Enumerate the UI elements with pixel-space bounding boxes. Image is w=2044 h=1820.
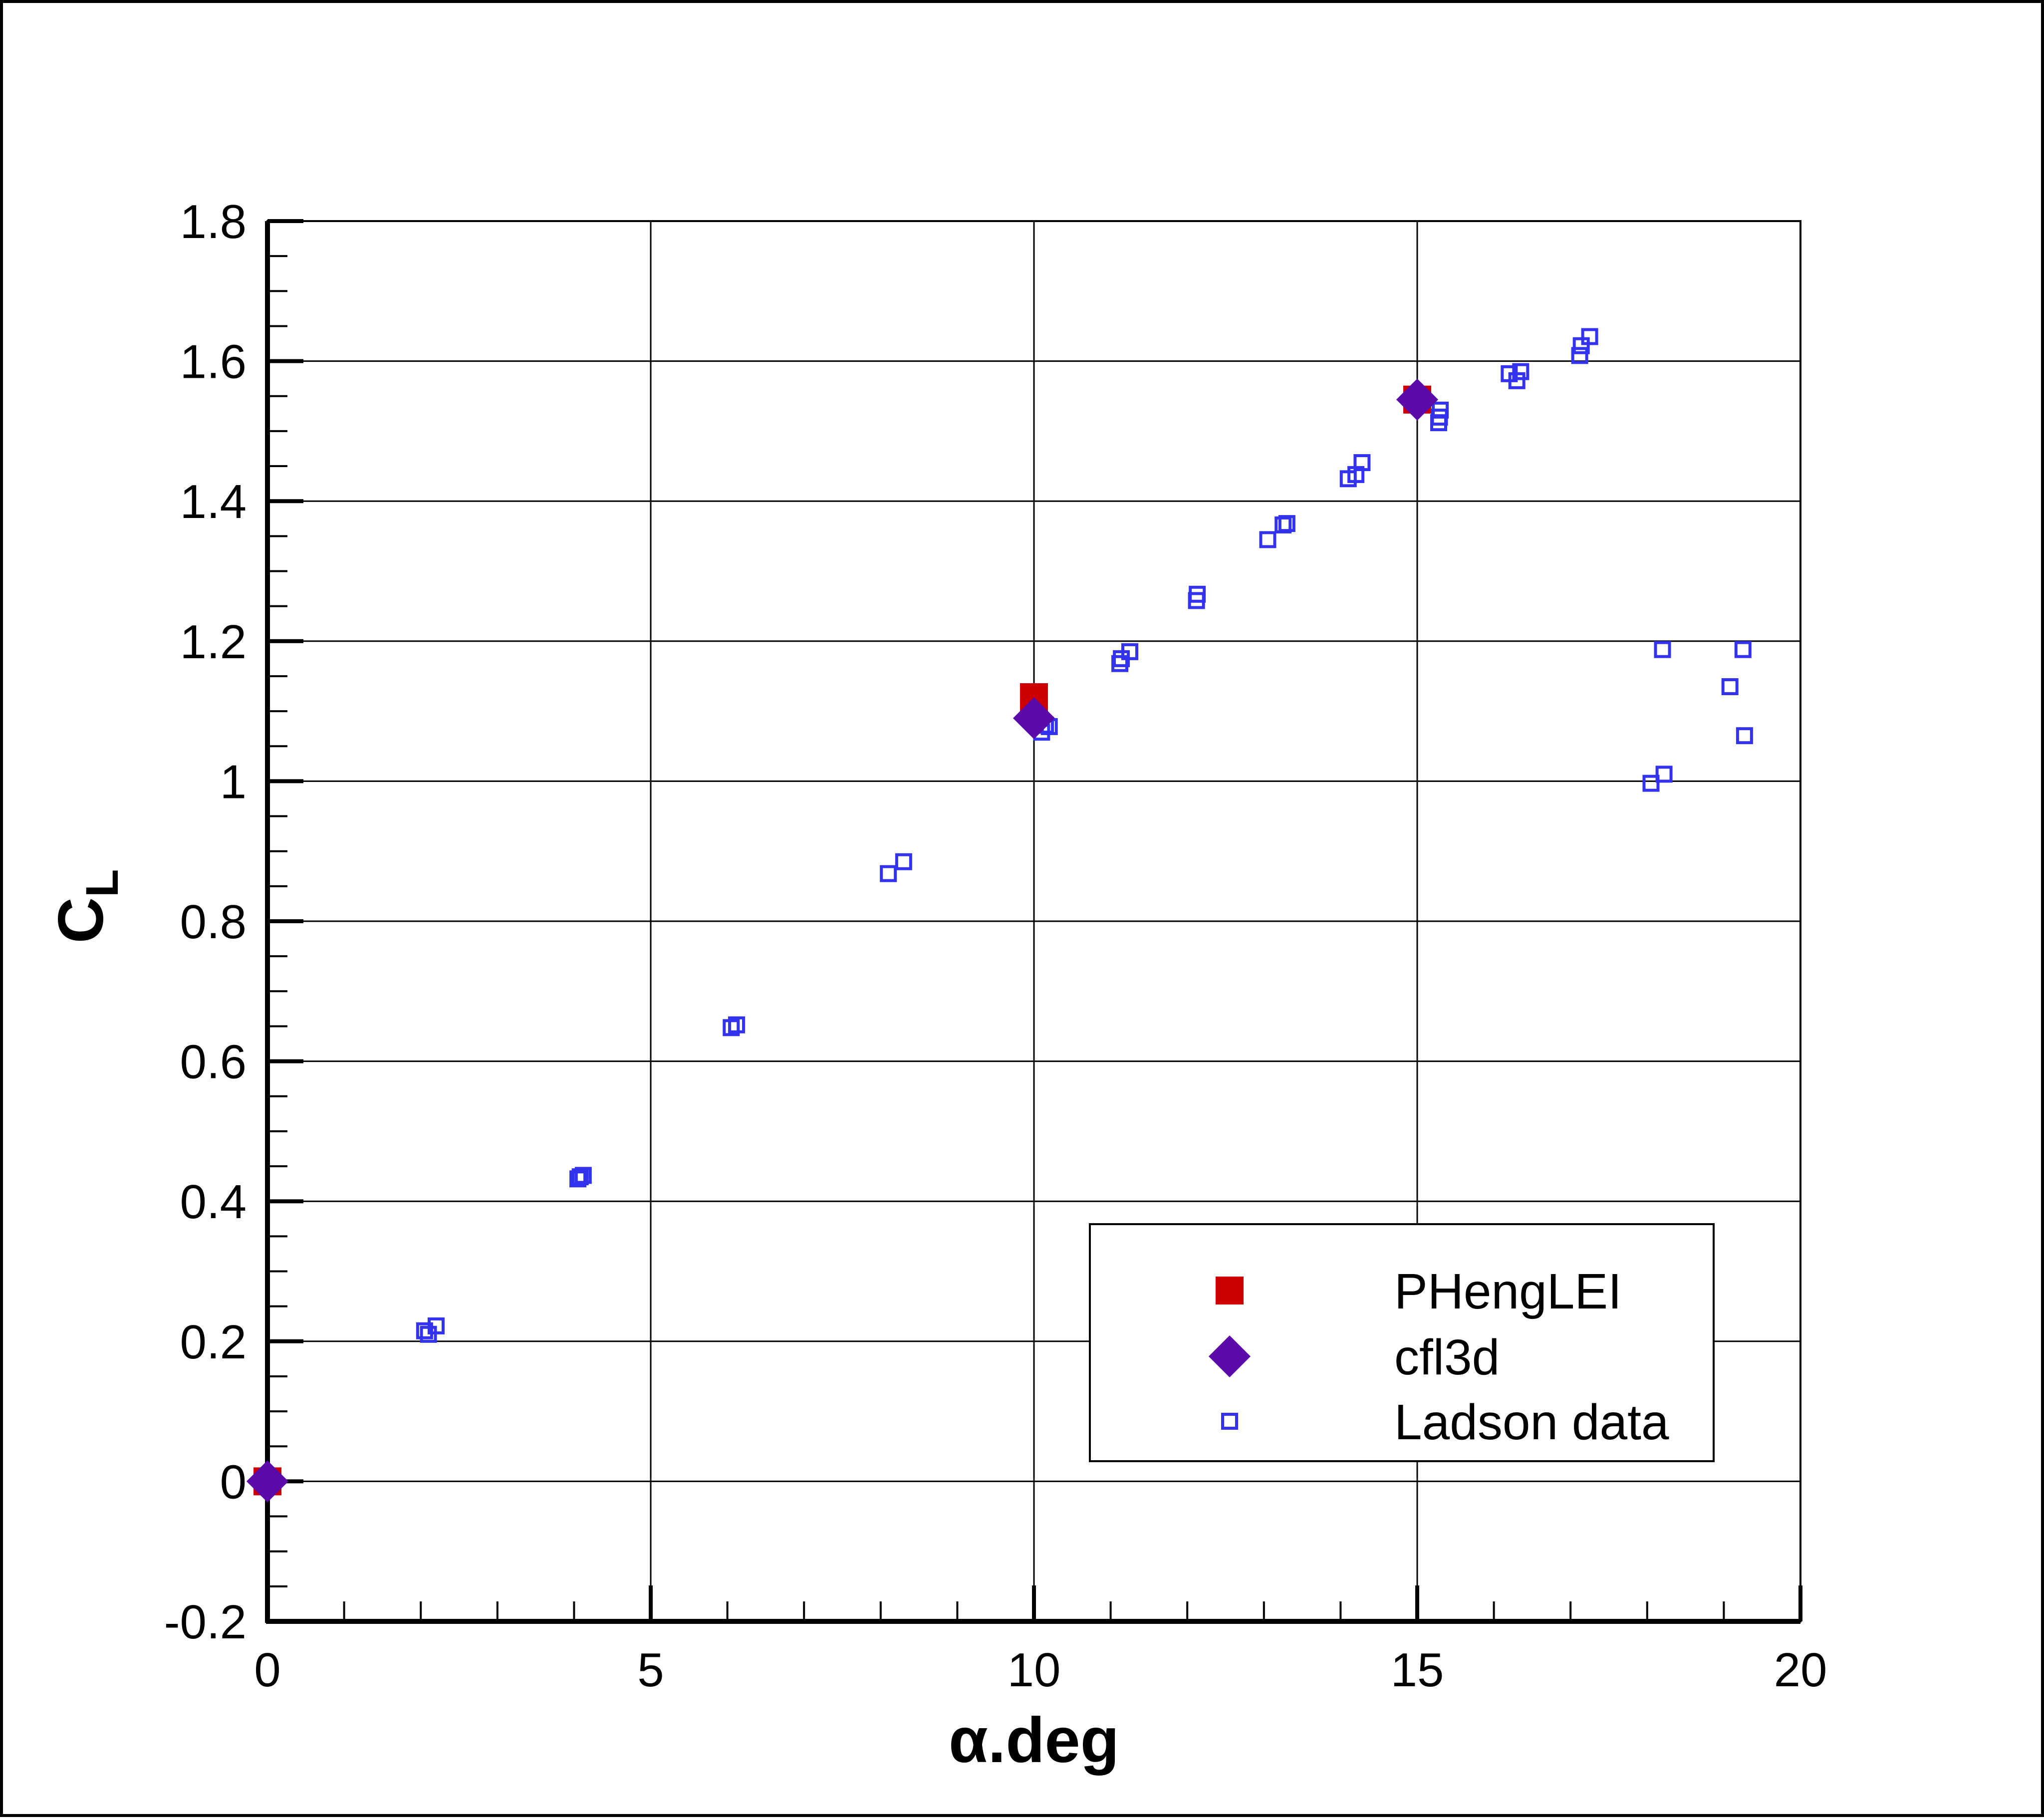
cl-vs-alpha-chart: -0.200.20.40.60.811.21.41.61.80 5 10 15 20 α…	[45, 195, 1827, 1776]
legend-marker	[1221, 1413, 1238, 1430]
data-point	[1581, 328, 1598, 345]
data-series	[247, 328, 1753, 1503]
series-cfl3d	[247, 378, 1438, 1503]
y-tick-label: 1	[220, 755, 247, 808]
data-point	[1571, 347, 1588, 364]
y-tick-label: 0.2	[180, 1315, 247, 1369]
y-tick-label: 0.4	[180, 1175, 247, 1229]
y-tick-label: 0.8	[180, 895, 247, 949]
data-point	[569, 1170, 587, 1188]
tick-labels: -0.200.20.40.60.811.21.41.61.80 5 10 15 20	[164, 195, 1827, 1697]
legend-box	[1089, 1223, 1715, 1462]
data-point	[1259, 531, 1277, 548]
y-axis-title-main: C	[45, 897, 117, 943]
x-tick-label: 10	[1008, 1643, 1061, 1697]
data-point	[1512, 363, 1530, 380]
legend-label: PHengLEI	[1394, 1264, 1622, 1319]
data-point	[1432, 401, 1449, 419]
data-point	[728, 1016, 746, 1034]
y-tick-label: 1.2	[180, 615, 247, 669]
x-tick-label: 0	[254, 1643, 280, 1697]
x-axis-title: α.deg	[949, 1705, 1119, 1776]
x-tick-label: 20	[1774, 1643, 1827, 1697]
data-point	[1121, 643, 1138, 660]
y-tick-label: -0.2	[164, 1595, 247, 1649]
data-point	[1736, 727, 1753, 745]
data-point	[1189, 585, 1206, 603]
data-point	[1655, 766, 1673, 783]
grid	[267, 221, 1800, 1621]
data-point	[247, 1460, 288, 1503]
data-point	[1642, 775, 1660, 792]
data-point	[1721, 678, 1739, 695]
data-point	[1396, 378, 1438, 421]
x-tick-label: 5	[637, 1643, 664, 1697]
y-axis-title-subscript: L	[77, 869, 128, 897]
x-tick-label: 15	[1391, 1643, 1444, 1697]
data-point	[1353, 454, 1371, 472]
legend-item: Ladson data	[1221, 1394, 1669, 1450]
svg-text:CL: CL	[45, 869, 128, 944]
y-tick-label: 1.6	[180, 335, 247, 389]
data-point	[427, 1317, 445, 1334]
y-tick-label: 0	[220, 1455, 247, 1509]
series-ladson-data	[416, 328, 1753, 1343]
data-point	[1013, 697, 1055, 740]
legend-marker	[1209, 1335, 1251, 1377]
data-point	[574, 1167, 592, 1184]
data-point	[880, 865, 897, 882]
data-point	[416, 1322, 433, 1339]
data-point	[1654, 641, 1671, 658]
data-point	[1278, 515, 1295, 532]
data-point	[1508, 372, 1526, 389]
legend-marker	[1216, 1277, 1244, 1304]
legend: PHengLEI cfl3d Ladson data	[1089, 1223, 1715, 1462]
legend-label: Ladson data	[1394, 1394, 1669, 1450]
y-tick-label: 1.4	[180, 475, 247, 528]
data-point	[895, 853, 912, 870]
y-axis-title: CL	[45, 869, 128, 944]
y-tick-label: 0.6	[180, 1036, 247, 1089]
legend-label: cfl3d	[1394, 1329, 1500, 1385]
data-point	[1111, 655, 1129, 672]
legend-item: PHengLEI	[1216, 1264, 1622, 1319]
axes	[265, 219, 1802, 1624]
legend-item: cfl3d	[1209, 1329, 1500, 1385]
data-point	[1734, 641, 1752, 658]
data-point	[723, 1019, 740, 1037]
y-tick-label: 1.8	[180, 195, 247, 249]
